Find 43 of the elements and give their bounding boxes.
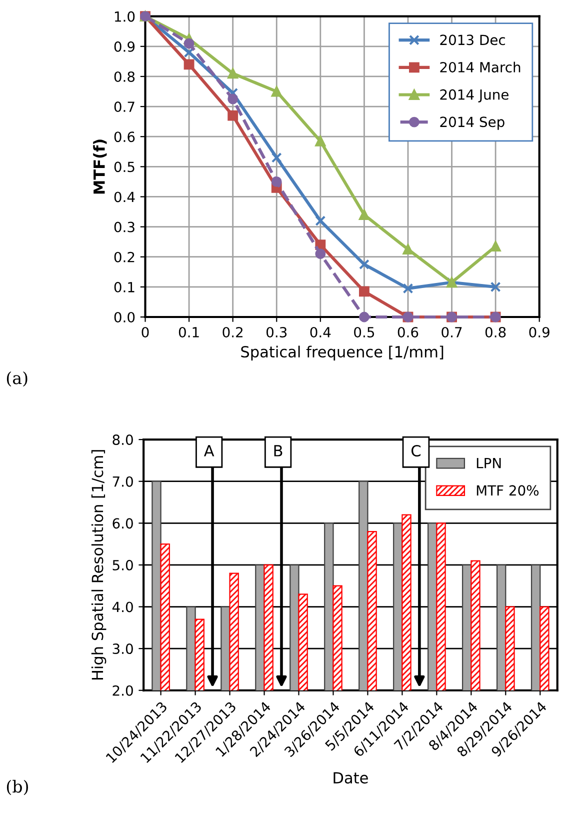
legend-label: 2014 June: [440, 89, 508, 102]
x-axis-title: Spatical frequence [1/mm]: [241, 346, 444, 360]
y-tick-label: 0.3: [114, 222, 134, 232]
x-tick-label: 0: [142, 326, 149, 338]
legend-label: LPN: [476, 458, 501, 468]
x-tick-label: 0.9: [529, 326, 550, 338]
text: (a): [6, 371, 28, 387]
y-tick-label: 0.7: [114, 102, 134, 112]
x-tick-label: 0.1: [178, 326, 199, 338]
y-tick-label: 1.0: [114, 11, 135, 22]
y-tick-label: 0.6: [114, 132, 135, 142]
text: (b): [6, 780, 28, 796]
y-axis-title: MTF(f): [93, 140, 107, 194]
y-tick-label: 6.0: [112, 518, 133, 529]
y-tick-label: 5.0: [112, 560, 133, 570]
y-tick-label: 2.0: [112, 685, 133, 696]
x-tick-label: 0.4: [310, 326, 331, 338]
legend-label: MTF 20%: [476, 485, 539, 496]
legend-label: 2014 Sep: [440, 116, 504, 130]
x-tick-label: 0.3: [266, 326, 287, 338]
annotation: A: [204, 445, 214, 456]
x-tick-label: 0.2: [222, 326, 242, 338]
y-tick-label: 0.5: [114, 162, 134, 172]
y-tick-label: 0.8: [114, 71, 135, 82]
y-tick-label: 4.0: [112, 602, 133, 612]
x-tick-label: 0.7: [442, 326, 462, 338]
y-tick-label: 0.0: [114, 312, 135, 322]
y-tick-label: 3.0: [112, 644, 133, 654]
y-axis-title: High Spatial Resolution [1/cm]: [91, 450, 106, 680]
annotation: B: [274, 445, 282, 456]
x-tick-label: 0.6: [398, 326, 418, 338]
y-tick-label: 0.9: [114, 41, 135, 52]
y-tick-label: 7.0: [112, 476, 133, 487]
x-tick-label: 0.5: [354, 326, 374, 338]
y-tick-label: 0.4: [114, 192, 135, 202]
legend-label: 2014 March: [440, 62, 520, 72]
x-tick-label: 0.8: [485, 326, 506, 338]
y-tick-label: 0.2: [114, 252, 134, 262]
legend-label: 2013 Dec: [440, 34, 505, 46]
y-tick-label: 8.0: [112, 434, 133, 446]
x-axis-title: Date: [334, 772, 368, 784]
annotation: C: [412, 444, 420, 457]
y-tick-label: 0.1: [114, 282, 134, 292]
